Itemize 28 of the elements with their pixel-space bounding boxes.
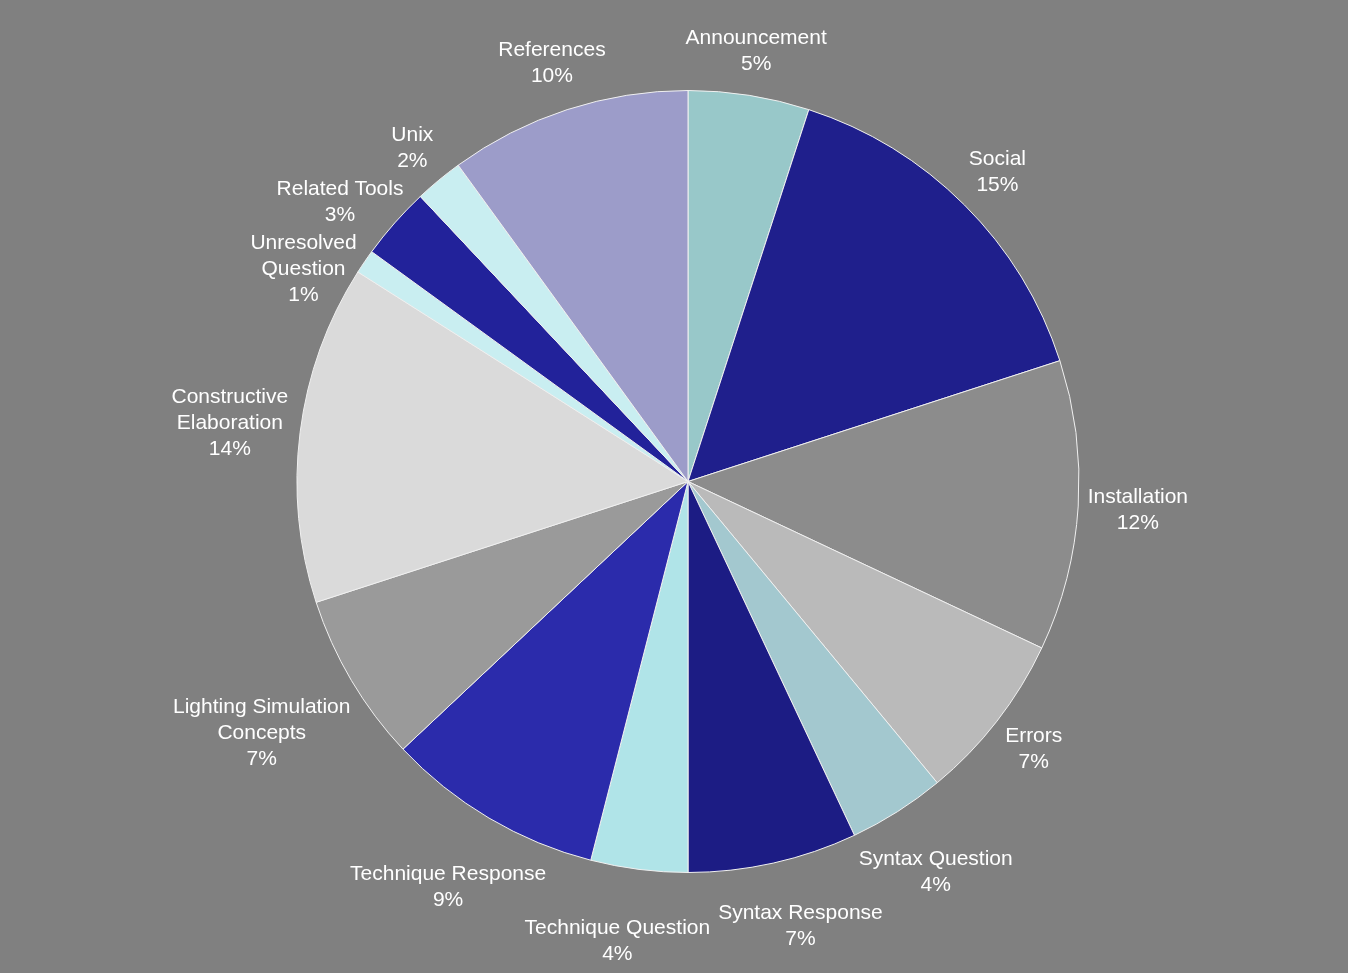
slice-label: Announcement: [685, 24, 827, 48]
slice-label: Syntax Response: [718, 899, 883, 923]
slice-label: Errors: [1005, 723, 1063, 747]
data-label: 5%: [740, 50, 772, 74]
slice-label: Social: [968, 145, 1027, 169]
data-label: 4%: [920, 871, 951, 895]
data-label: 7%: [1018, 749, 1049, 773]
data-label: 7%: [246, 746, 277, 770]
data-label: 10%: [530, 62, 573, 86]
slice-label: Unix: [391, 122, 434, 146]
slice-label: Related Tools: [276, 176, 404, 200]
data-label: 9%: [432, 886, 464, 910]
data-label: 1%: [288, 282, 319, 306]
data-label: 3%: [324, 202, 356, 226]
data-label: 2%: [397, 148, 428, 172]
slice-label: Constructive Elaboration: [171, 384, 289, 434]
slice-label: References: [498, 36, 606, 60]
slice-label: Technique Response: [350, 860, 547, 884]
slice-label: Technique Question: [524, 914, 711, 938]
slice-label: Installation: [1087, 483, 1189, 507]
data-label: 12%: [1116, 509, 1159, 533]
slice-label: Syntax Question: [858, 845, 1013, 869]
slice-label: Unresolved Question: [250, 230, 357, 280]
slice-label: Lighting Simulation Concepts: [173, 694, 351, 744]
data-label: 15%: [976, 171, 1019, 195]
data-label: 4%: [602, 940, 633, 964]
data-label: 14%: [208, 436, 251, 460]
data-label: 7%: [785, 925, 816, 949]
